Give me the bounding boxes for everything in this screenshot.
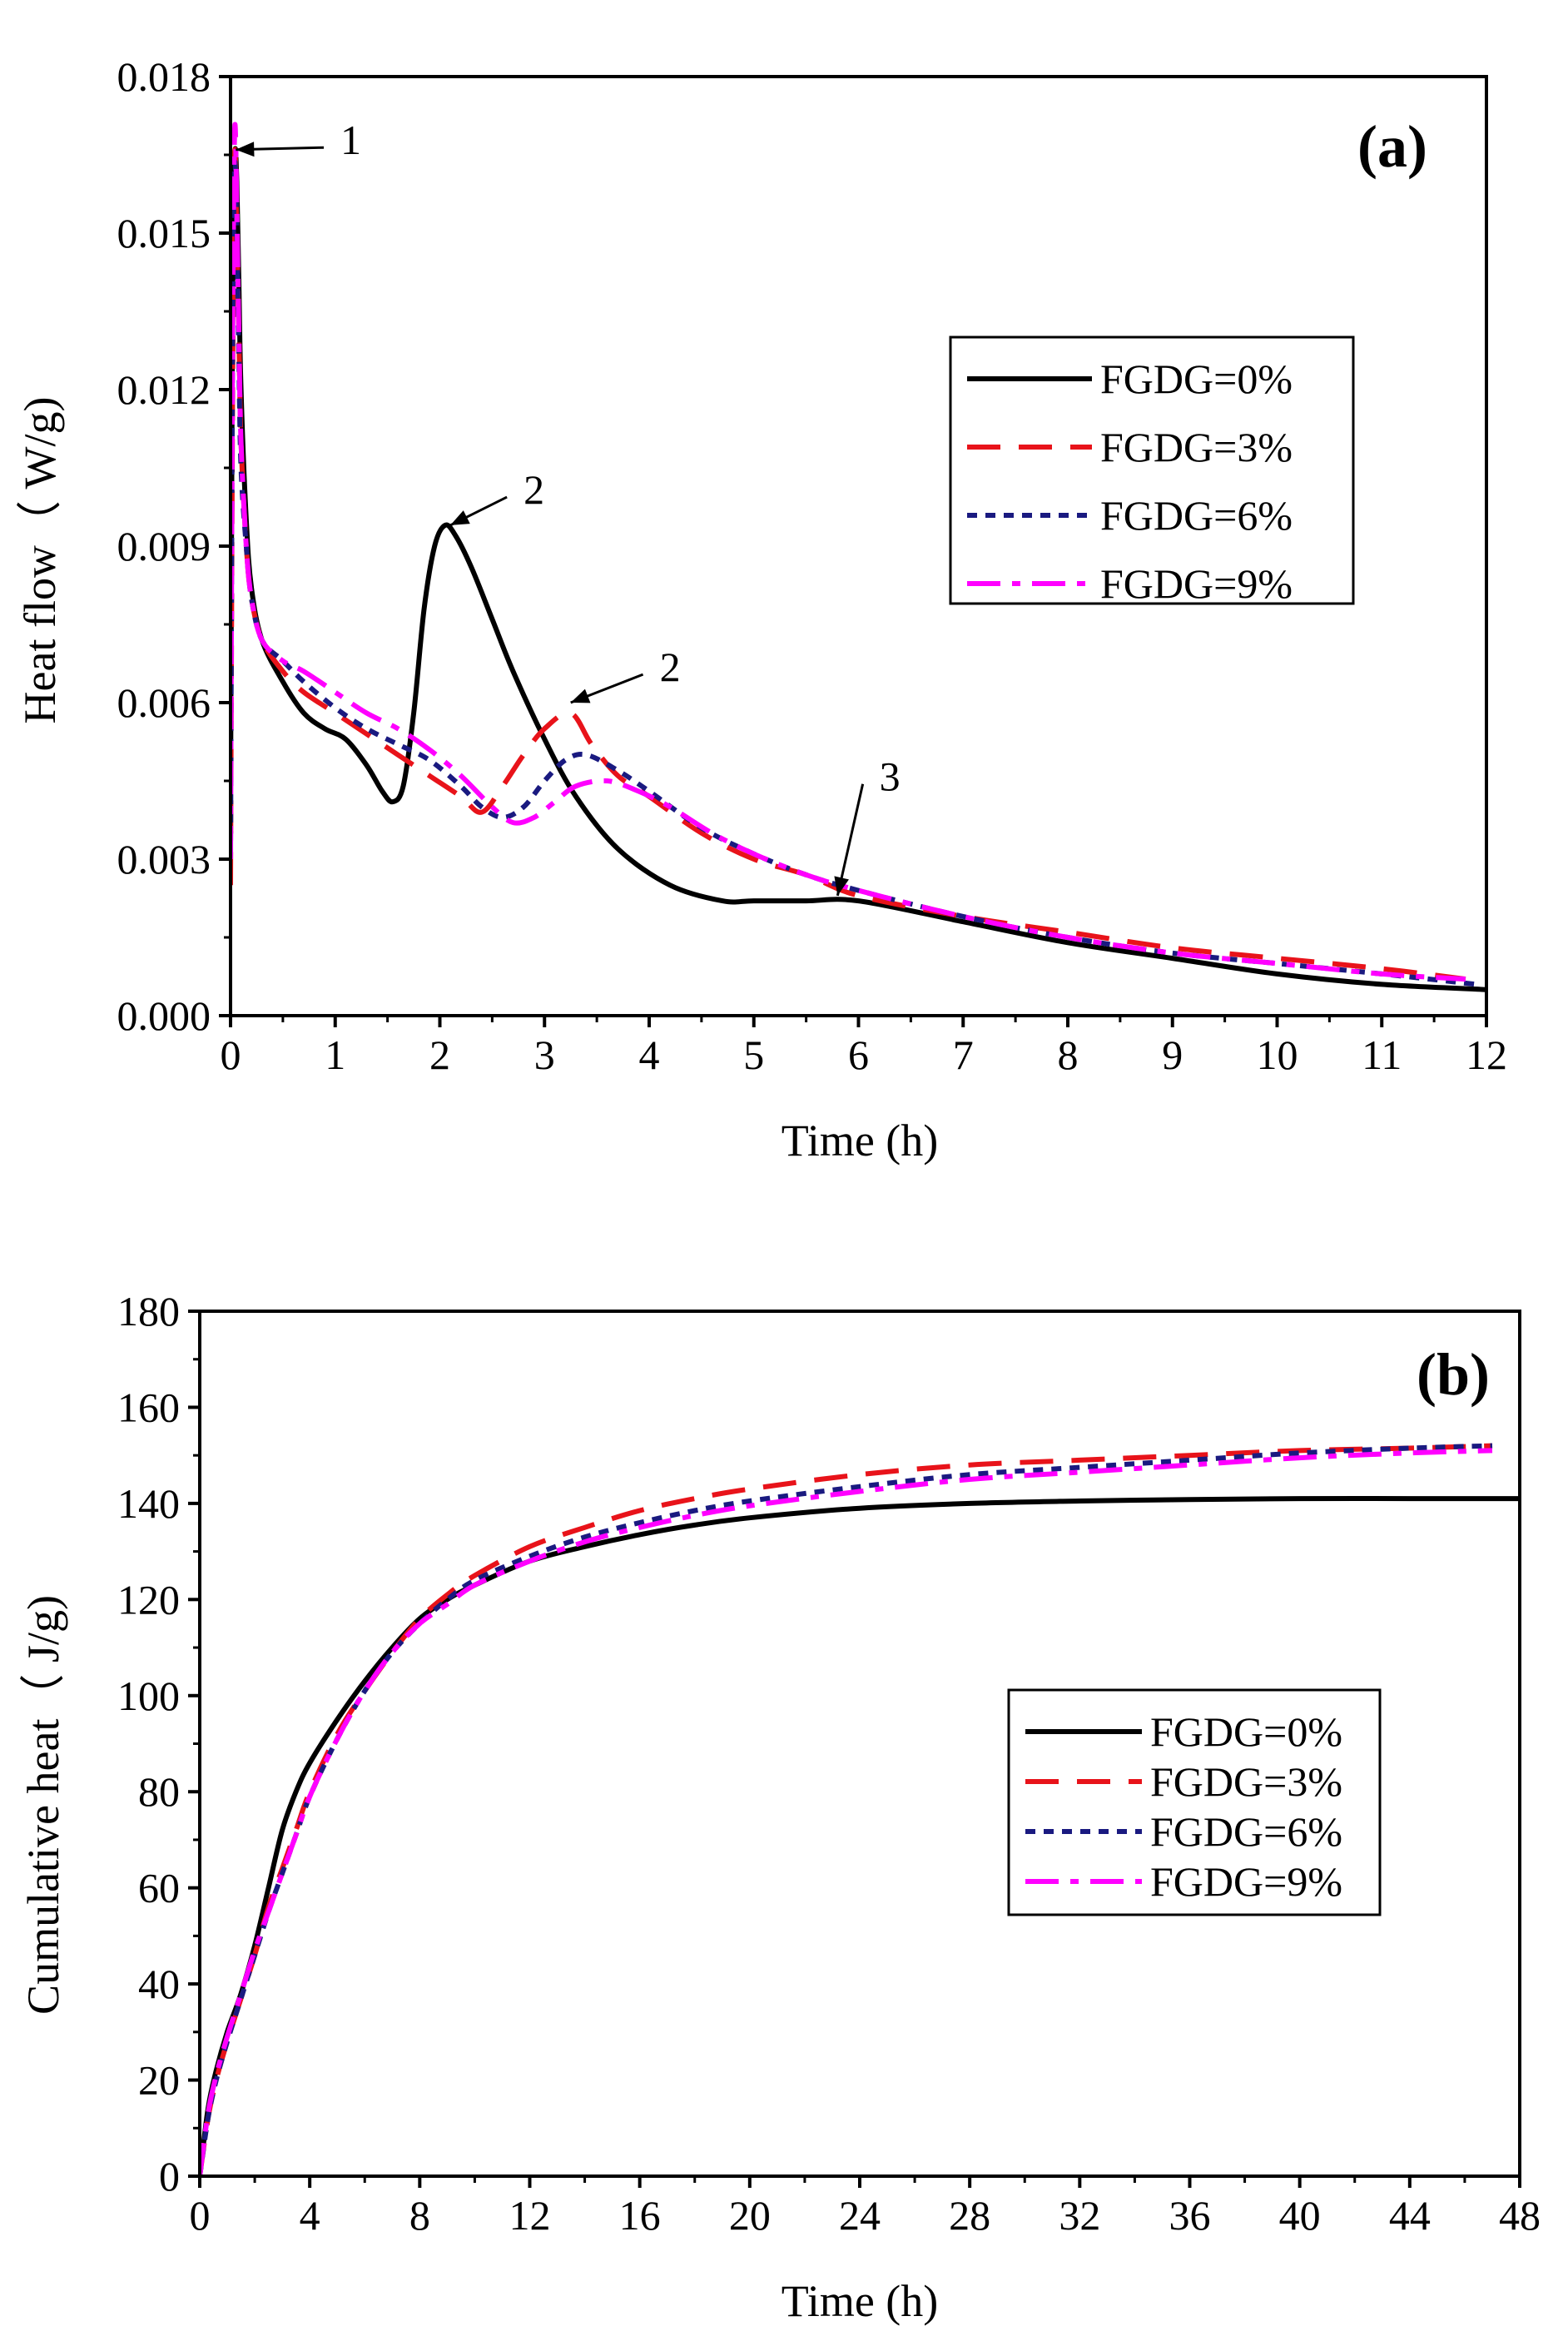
panel-label-b: (b)	[1417, 1341, 1490, 1408]
y-tick-label: 120	[117, 1576, 180, 1623]
x-tick-label: 48	[1499, 2192, 1541, 2239]
series-line-fgdg9	[231, 122, 1466, 982]
x-tick-label: 24	[839, 2192, 881, 2239]
x-tick-label: 1	[325, 1031, 345, 1078]
annotation-label: 2	[523, 466, 544, 513]
annotation-arrowhead	[450, 510, 470, 525]
x-tick-label: 9	[1162, 1031, 1183, 1078]
x-tick-label: 2	[429, 1031, 450, 1078]
y-tick-label: 60	[138, 1865, 180, 1911]
x-axis-title-a: Time (h)	[782, 1116, 939, 1166]
annotation-label: 2	[660, 644, 681, 690]
x-tick-label: 8	[1058, 1031, 1079, 1078]
legend-label: FGDG=9%	[1150, 1858, 1342, 1905]
x-axis-title-b: Time (h)	[782, 2276, 939, 2326]
y-tick-label: 140	[117, 1480, 180, 1527]
y-tick-label: 0.006	[117, 679, 211, 726]
y-tick-label: 0.018	[117, 53, 211, 100]
annotation-arrowhead	[236, 142, 255, 157]
x-tick-label: 6	[848, 1031, 869, 1078]
annotation-label: 3	[880, 753, 901, 800]
x-tick-label: 3	[534, 1031, 555, 1078]
annotation-label: 1	[340, 117, 361, 163]
legend-label: FGDG=6%	[1150, 1808, 1342, 1855]
x-tick-label: 7	[953, 1031, 974, 1078]
x-tick-label: 16	[619, 2192, 661, 2239]
y-tick-label: 160	[117, 1384, 180, 1430]
y-tick-label: 0.000	[117, 992, 211, 1039]
annotation-arrowhead	[570, 688, 591, 703]
y-tick-label: 0.012	[117, 366, 211, 413]
y-tick-label: 40	[138, 1961, 180, 2007]
x-tick-label: 4	[639, 1031, 660, 1078]
annotation-arrowhead	[834, 876, 849, 896]
y-tick-label: 0.015	[117, 210, 211, 256]
legend-label: FGDG=6%	[1100, 492, 1293, 539]
x-tick-label: 32	[1059, 2192, 1100, 2239]
legend-label: FGDG=3%	[1150, 1758, 1342, 1805]
x-tick-label: 20	[729, 2192, 771, 2239]
x-tick-label: 12	[509, 2192, 551, 2239]
x-tick-label: 0	[221, 1031, 241, 1078]
x-tick-label: 11	[1362, 1031, 1402, 1078]
panel-label-a: (a)	[1357, 113, 1427, 180]
y-axis-title-b: Cumulative heat（ J/g)	[18, 1595, 68, 2015]
x-tick-label: 36	[1169, 2192, 1211, 2239]
y-axis-title-a: Heat flow（ W/g)	[15, 397, 65, 724]
x-tick-label: 40	[1279, 2192, 1321, 2239]
x-tick-label: 4	[300, 2192, 320, 2239]
series-line-fgdg6	[231, 159, 1476, 987]
x-tick-label: 44	[1389, 2192, 1431, 2239]
series-line-fgdg9	[200, 1448, 1493, 2177]
legend-label: FGDG=3%	[1100, 424, 1293, 470]
y-tick-label: 0	[159, 2153, 180, 2199]
series-line-fgdg6	[200, 1443, 1493, 2177]
legend-label: FGDG=0%	[1150, 1708, 1342, 1755]
y-tick-label: 20	[138, 2057, 180, 2104]
x-tick-label: 10	[1257, 1031, 1298, 1078]
y-tick-label: 180	[117, 1288, 180, 1335]
annotation-arrow	[836, 783, 865, 897]
x-tick-label: 8	[409, 2192, 430, 2239]
legend-box	[949, 335, 1355, 605]
x-tick-label: 28	[949, 2192, 990, 2239]
legend-label: FGDG=0%	[1100, 355, 1293, 402]
x-tick-label: 5	[743, 1031, 764, 1078]
legend-label: FGDG=9%	[1100, 560, 1293, 607]
y-tick-label: 100	[117, 1672, 180, 1719]
x-tick-label: 12	[1466, 1031, 1507, 1078]
y-tick-label: 0.009	[117, 523, 211, 569]
legend-box	[1007, 1688, 1382, 1916]
y-tick-label: 0.003	[117, 836, 211, 882]
chart-panel-b: (b) Time (h) Cumulative heat（ J/g) 0 4 8 12…	[18, 1288, 1541, 2326]
y-tick-label: 80	[138, 1768, 180, 1815]
x-tick-label: 0	[190, 2192, 211, 2239]
